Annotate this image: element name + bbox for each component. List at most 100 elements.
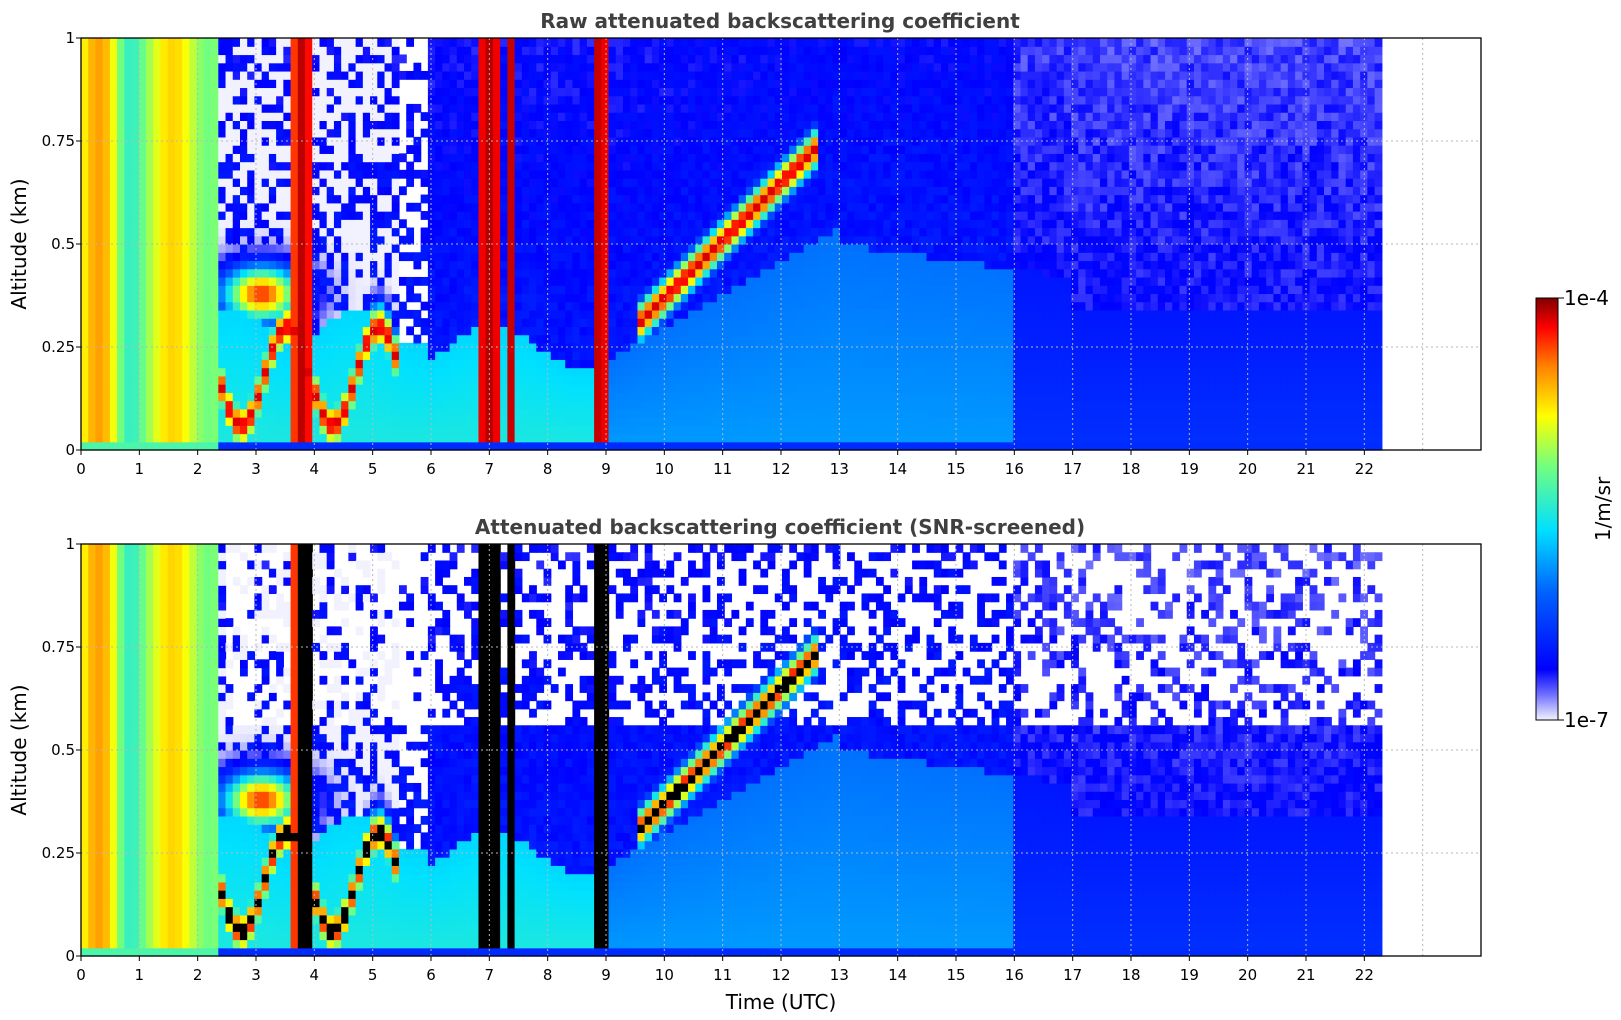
heatmap-cell — [247, 186, 256, 196]
heatmap-cell — [557, 375, 566, 385]
heatmap-cell — [384, 359, 393, 369]
heatmap-cell — [464, 95, 472, 105]
heatmap-cell — [514, 293, 523, 303]
heatmap-cell — [384, 351, 393, 360]
heatmap-cell — [427, 103, 436, 113]
heatmap-cell — [88, 433, 97, 443]
heatmap-cell — [745, 161, 754, 171]
heatmap-cell — [673, 359, 682, 369]
heatmap-cell — [608, 285, 617, 295]
heatmap-cell — [109, 87, 118, 97]
heatmap-cell — [550, 285, 559, 295]
heatmap-cell — [478, 252, 487, 262]
heatmap-cell — [449, 268, 458, 278]
heatmap-cell — [174, 367, 183, 377]
heatmap-cell — [88, 441, 97, 451]
heatmap-cell — [623, 54, 631, 64]
heatmap-cell — [218, 87, 227, 97]
heatmap-cell — [521, 227, 530, 237]
heatmap-cell — [514, 62, 523, 72]
heatmap-cell — [774, 87, 783, 97]
heatmap-cell — [659, 400, 667, 410]
heatmap-cell — [659, 285, 667, 295]
heatmap-cell — [160, 425, 169, 435]
heatmap-cell — [362, 441, 371, 451]
heatmap-cell — [312, 425, 321, 435]
heatmap-cell — [211, 384, 219, 393]
heatmap-cell — [319, 285, 328, 295]
heatmap-cell — [507, 384, 516, 393]
heatmap-cell — [724, 169, 733, 179]
heatmap-cell — [637, 334, 646, 344]
heatmap-cell — [753, 178, 761, 187]
heatmap-cell — [239, 202, 248, 212]
heatmap-cell — [160, 441, 169, 451]
heatmap-cell — [478, 359, 487, 369]
heatmap-cell — [753, 375, 761, 385]
heatmap-cell — [189, 268, 198, 278]
heatmap-cell — [362, 309, 371, 319]
heatmap-cell — [745, 359, 754, 369]
heatmap-cell — [305, 400, 313, 410]
heatmap-cell — [290, 219, 299, 229]
heatmap-cell — [261, 54, 270, 64]
heatmap-cell — [471, 392, 480, 402]
heatmap-cell — [276, 351, 284, 360]
heatmap-cell — [297, 178, 306, 187]
heatmap-cell — [102, 293, 111, 303]
heatmap-cell — [102, 178, 111, 187]
heatmap-cell — [601, 145, 610, 154]
heatmap-cell — [326, 194, 335, 204]
heatmap-cell — [276, 400, 284, 410]
heatmap-cell — [731, 120, 740, 130]
heatmap-cell — [507, 417, 516, 426]
heatmap-cell — [427, 186, 436, 196]
heatmap-cell — [102, 202, 111, 212]
heatmap-cell — [543, 95, 552, 105]
heatmap-cell — [767, 120, 776, 130]
heatmap-cell — [305, 367, 313, 377]
heatmap-cell — [326, 293, 335, 303]
heatmap-cell — [615, 112, 624, 121]
heatmap-cell — [471, 211, 480, 220]
heatmap-cell — [709, 285, 718, 295]
heatmap-cell — [688, 326, 696, 336]
heatmap-cell — [377, 62, 386, 72]
heatmap-cell — [521, 95, 530, 105]
heatmap-cell — [182, 169, 191, 179]
heatmap-cell — [326, 433, 335, 443]
heatmap-cell — [239, 120, 248, 130]
heatmap-cell — [283, 375, 292, 385]
heatmap-cell — [182, 244, 191, 253]
heatmap-cell — [189, 54, 198, 64]
heatmap-cell — [290, 62, 299, 72]
heatmap-cell — [745, 120, 754, 130]
heatmap-cell — [146, 103, 154, 113]
heatmap-cell — [637, 186, 646, 196]
heatmap-cell — [109, 408, 118, 418]
heatmap-cell — [557, 186, 566, 196]
heatmap-cell — [514, 400, 523, 410]
heatmap-cell — [644, 62, 653, 72]
heatmap-cell — [146, 441, 154, 451]
heatmap-cell — [377, 425, 386, 435]
heatmap-cell — [239, 260, 248, 270]
heatmap-cell — [782, 95, 790, 105]
heatmap-cell — [319, 425, 328, 435]
heatmap-cell — [211, 120, 219, 130]
heatmap-cell — [167, 367, 176, 377]
heatmap-cell — [514, 351, 523, 360]
heatmap-cell — [579, 153, 588, 163]
heatmap-cell — [702, 161, 711, 171]
heatmap-cell — [174, 417, 183, 426]
heatmap-cell — [319, 326, 328, 336]
heatmap-cell — [782, 367, 790, 377]
heatmap-cell — [724, 309, 733, 319]
heatmap-cell — [247, 433, 256, 443]
heatmap-cell — [688, 392, 696, 402]
heatmap-cell — [427, 227, 436, 237]
heatmap-cell — [615, 367, 624, 377]
heatmap-cell — [88, 334, 97, 344]
heatmap-cell — [88, 211, 97, 220]
heatmap-cell — [124, 367, 133, 377]
